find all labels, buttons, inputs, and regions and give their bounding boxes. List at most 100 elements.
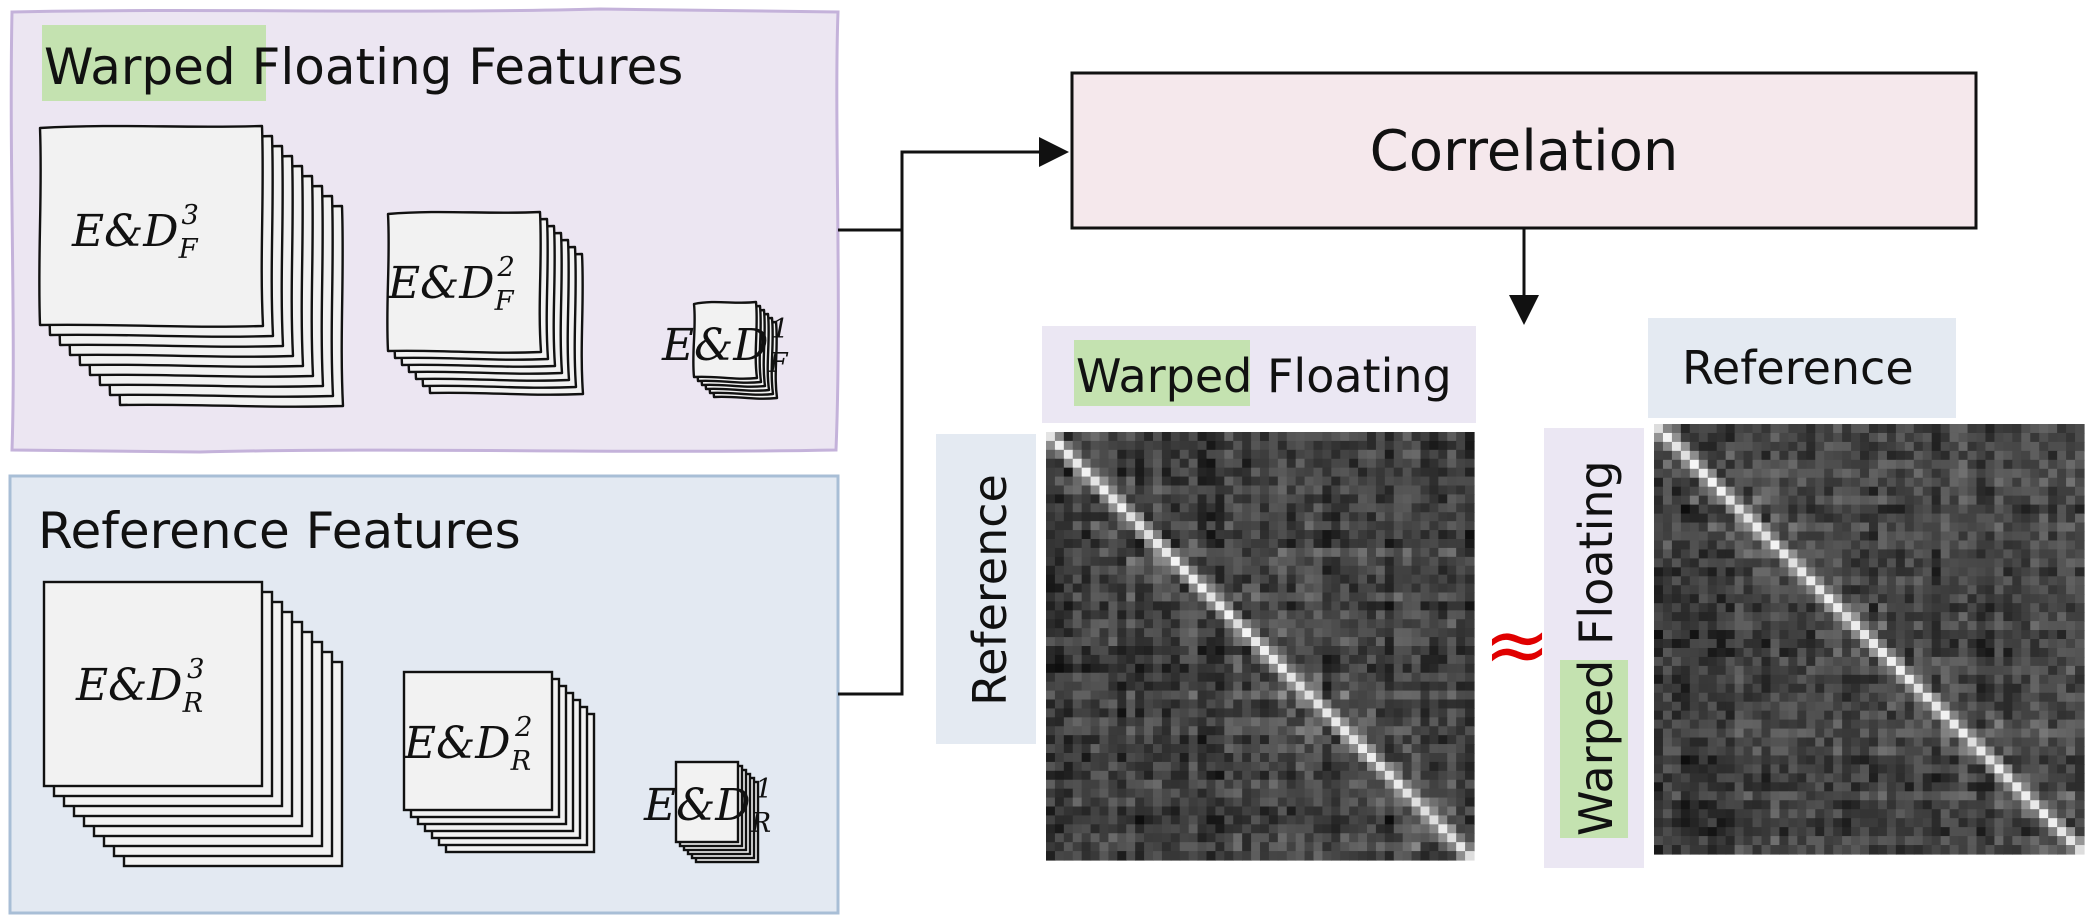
matrix-left-cell <box>1322 779 1332 790</box>
matrix-right-cell <box>1967 432 1978 443</box>
matrix-right-cell <box>1869 441 1879 452</box>
matrix-left-cell <box>1331 646 1341 656</box>
matrix-left-cell <box>1144 583 1154 594</box>
matrix-left-cell <box>1081 432 1092 442</box>
matrix-left-cell <box>1322 539 1332 549</box>
matrix-left-cell <box>1224 592 1234 603</box>
matrix-right-cell <box>1895 665 1906 676</box>
matrix-right-cell <box>2030 540 2040 551</box>
matrix-left-cell <box>1286 494 1297 504</box>
matrix-right-cell <box>1788 531 1798 542</box>
matrix-right-cell <box>1662 558 1673 568</box>
matrix-left-cell <box>1277 592 1288 603</box>
matrix-right-cell <box>1654 432 1664 443</box>
matrix-right-cell <box>1761 441 1772 452</box>
matrix-left-cell <box>1429 601 1439 611</box>
matrix-right-cell <box>1833 809 1843 819</box>
matrix-left-cell <box>1233 663 1243 674</box>
matrix-left-cell <box>1179 556 1190 567</box>
matrix-left-cell <box>1260 610 1270 620</box>
matrix-right-cell <box>1869 809 1879 819</box>
matrix-right-cell <box>2003 495 2013 506</box>
matrix-left-cell <box>1242 717 1252 727</box>
matrix-right-cell <box>1761 459 1772 470</box>
matrix-right-cell <box>2012 441 2022 452</box>
matrix-right-cell <box>1770 468 1781 479</box>
matrix-left-cell <box>1117 530 1127 540</box>
matrix-right-cell <box>1770 674 1781 685</box>
matrix-right-cell <box>1869 845 1879 855</box>
matrix-left-cell <box>1233 851 1243 861</box>
reference-2-sheet-1 <box>402 670 554 812</box>
matrix-right-cell <box>1806 665 1816 676</box>
matrix-right-cell <box>1779 728 1789 739</box>
matrix-right-cell <box>1752 540 1763 551</box>
matrix-left-cell <box>1429 753 1439 763</box>
matrix-right-cell <box>1779 504 1789 515</box>
matrix-left-cell <box>1268 619 1279 629</box>
matrix-left-cell <box>1313 432 1324 442</box>
matrix-left-cell <box>1072 761 1083 772</box>
matrix-left-cell <box>1046 467 1056 478</box>
matrix-left-cell <box>1046 547 1056 558</box>
matrix-left-cell <box>1367 744 1377 754</box>
matrix-left-cell <box>1304 753 1315 763</box>
matrix-right-cell <box>1752 827 1763 837</box>
matrix-right-cell <box>1922 432 1933 443</box>
matrix-left-cell <box>1277 842 1288 852</box>
matrix-left-cell <box>1260 744 1270 754</box>
matrix-left-cell <box>1367 726 1377 736</box>
matrix-left-cell <box>1063 824 1074 834</box>
matrix-left-cell <box>1161 806 1172 817</box>
matrix-left-cell <box>1251 726 1261 736</box>
matrix-left-cell <box>1197 797 1208 808</box>
matrix-right-cell <box>1761 746 1772 757</box>
matrix-left-cell <box>1438 770 1448 781</box>
matrix-right-cell <box>1985 486 1996 497</box>
matrix-left-cell <box>1206 601 1217 611</box>
matrix-right-cell <box>1958 630 1969 640</box>
matrix-right-cell <box>2030 558 2040 568</box>
matrix-right-cell <box>1994 495 2004 506</box>
matrix-right-cell <box>1761 773 1772 783</box>
matrix-right-cell <box>2030 764 2040 774</box>
matrix-left-cell <box>1099 539 1110 549</box>
matrix-left-cell <box>1393 663 1404 674</box>
matrix-right-side-label: Warped Floating <box>1569 460 1623 836</box>
matrix-left-cell <box>1072 565 1083 576</box>
matrix-left-cell <box>1286 726 1297 736</box>
matrix-left-cell <box>1251 761 1261 772</box>
matrix-left-cell <box>1197 779 1208 790</box>
matrix-left-cell <box>1260 485 1270 496</box>
matrix-right-cell <box>1707 845 1718 855</box>
matrix-left-cell <box>1090 815 1101 825</box>
matrix-left-cell <box>1304 646 1315 656</box>
matrix-right-cell <box>1824 665 1834 676</box>
matrix-right-cell <box>1815 818 1825 828</box>
matrix-right-cell <box>1797 764 1807 774</box>
matrix-right-cell <box>1779 450 1789 461</box>
matrix-right-cell <box>1725 477 1736 488</box>
feature-label-warped-1: E&DF1 <box>661 314 789 379</box>
matrix-left-cell <box>1429 449 1439 460</box>
matrix-left-cell <box>1081 788 1092 799</box>
matrix-left-cell <box>1197 476 1208 487</box>
matrix-left-cell <box>1117 779 1127 790</box>
matrix-left-cell <box>1242 761 1252 772</box>
matrix-right-cell <box>1689 495 1700 506</box>
matrix-left-cell <box>1313 449 1324 460</box>
matrix-left-cell <box>1295 592 1306 603</box>
matrix-right-cell <box>1824 540 1834 551</box>
feature-label-warped-2: E&DF2 <box>387 252 515 317</box>
matrix-right-cell <box>1671 450 1682 461</box>
matrix-left-cell <box>1170 672 1181 683</box>
matrix-left-cell <box>1161 485 1172 496</box>
matrix-left-cell <box>1188 610 1199 620</box>
matrix-left-cell <box>1046 556 1056 567</box>
matrix-left-cell <box>1447 494 1457 504</box>
matrix-left-cell <box>1054 690 1065 701</box>
matrix-left-cell <box>1331 699 1341 710</box>
matrix-right-cell <box>1734 531 1745 542</box>
matrix-right-cell <box>1734 603 1745 613</box>
matrix-right-cell <box>1806 450 1816 461</box>
